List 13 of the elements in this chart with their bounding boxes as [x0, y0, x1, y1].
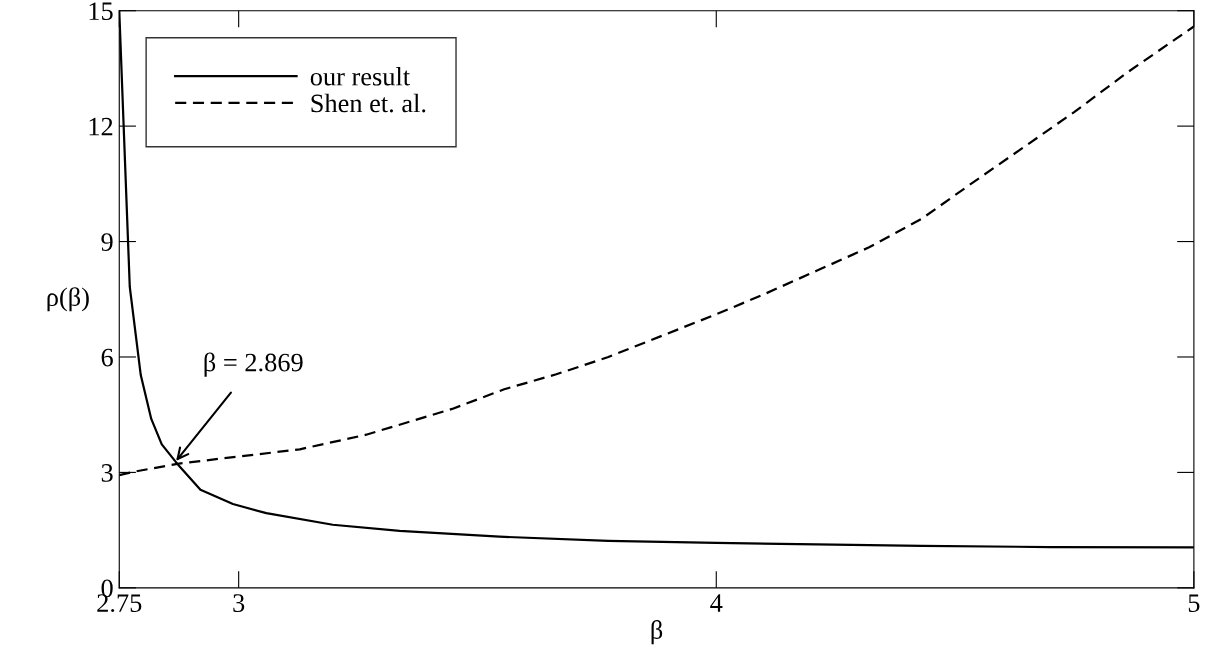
y-tick-label: 9	[101, 233, 113, 251]
legend-label: our result	[310, 67, 410, 86]
y-tick-label: 6	[101, 348, 113, 367]
annotation: β = 2.869	[204, 352, 303, 377]
x-axis-title: β	[651, 620, 663, 645]
y-tick-label: 3	[101, 464, 113, 482]
y-axis-title: ρ(β)	[47, 287, 89, 312]
y-tick-label: 12	[89, 117, 113, 136]
x-tick-label: 3	[233, 594, 245, 612]
x-tick-label: 4	[710, 594, 723, 612]
legend-label: Shen et. al.	[311, 93, 426, 113]
y-tick-label: 15	[89, 2, 113, 21]
x-tick-label: 5	[1188, 594, 1200, 612]
